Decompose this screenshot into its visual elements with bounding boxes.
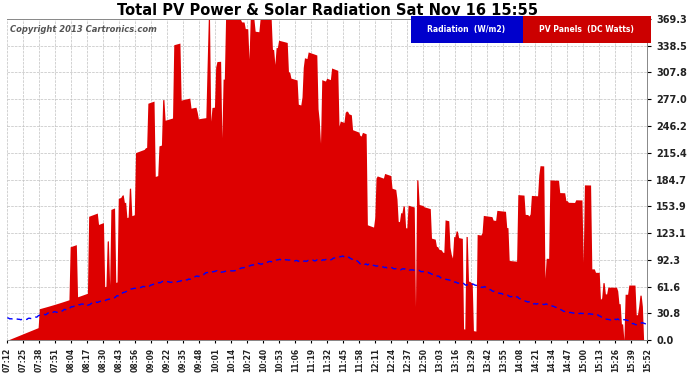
Text: PV Panels  (DC Watts): PV Panels (DC Watts) [539, 25, 634, 34]
Title: Total PV Power & Solar Radiation Sat Nov 16 15:55: Total PV Power & Solar Radiation Sat Nov… [117, 3, 538, 18]
FancyBboxPatch shape [522, 16, 651, 43]
Text: Copyright 2013 Cartronics.com: Copyright 2013 Cartronics.com [10, 26, 157, 34]
FancyBboxPatch shape [411, 16, 522, 43]
Text: Radiation  (W/m2): Radiation (W/m2) [427, 25, 506, 34]
